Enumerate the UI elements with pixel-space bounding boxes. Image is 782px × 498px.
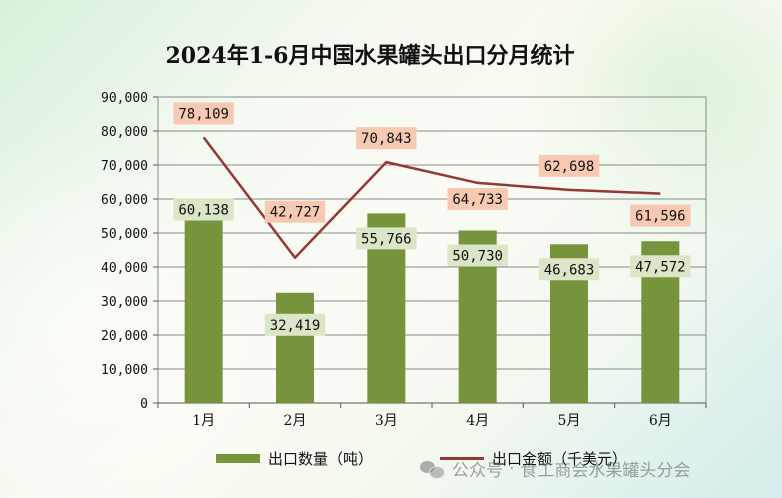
bar-data-label-bg	[173, 198, 234, 221]
plot-area	[157, 96, 707, 404]
line-data-label-bg	[356, 127, 417, 150]
line-data-label: 62,698	[544, 159, 595, 175]
legend-item-bar: 出口数量（吨）	[216, 448, 373, 469]
y-tick-label: 80,000	[101, 125, 148, 140]
line-data-label: 61,596	[635, 209, 686, 225]
watermark-separator: ·	[509, 458, 515, 479]
line-data-label: 42,727	[270, 205, 321, 221]
y-tick-label: 90,000	[101, 91, 148, 106]
x-tick-label: 4月	[466, 413, 489, 429]
line-series	[202, 136, 661, 259]
bar-data-label: 55,766	[361, 231, 412, 247]
bar-data-label: 50,730	[452, 249, 503, 265]
y-tick-label: 30,000	[101, 295, 148, 310]
bar-data-label-bg	[356, 227, 417, 250]
legend-item-line: 出口金额（千美元）	[440, 448, 627, 469]
y-tick-label: 0	[140, 397, 148, 412]
bar	[184, 198, 223, 403]
x-tick-label: 6月	[649, 413, 672, 429]
y-tick-label: 20,000	[101, 329, 148, 344]
line-data-label-bg	[173, 102, 234, 125]
legend-bar-swatch	[216, 454, 260, 463]
wechat-icon	[420, 459, 445, 479]
y-tick-label: 70,000	[101, 159, 148, 174]
y-tick-label: 40,000	[101, 261, 148, 276]
bar-data-label-bg	[264, 313, 326, 336]
bar-data-label: 47,572	[635, 259, 686, 275]
watermark-prefix: 公众号	[452, 461, 503, 481]
watermark-name: 食工商会水果罐头分会	[520, 461, 691, 481]
line-data-label: 70,843	[361, 131, 412, 147]
chart-title: 2024年1-6月中国水果罐头出口分月统计	[165, 43, 575, 69]
bar-data-label-bg	[630, 255, 691, 278]
y-tick-label: 60,000	[101, 193, 148, 208]
legend-bar-label: 出口数量（吨）	[268, 450, 374, 468]
bar	[276, 292, 314, 403]
line-data-label-bg	[538, 154, 600, 177]
legend-line-label: 出口金额（千美元）	[492, 450, 628, 468]
line-data-label-bg	[630, 204, 691, 227]
watermark: 公众号 · 食工商会水果罐头分会	[420, 456, 690, 481]
x-tick-label: 5月	[558, 413, 581, 429]
y-tick-label: 10,000	[101, 363, 148, 378]
chart-legend: 出口数量（吨） 出口金额（千美元）	[0, 448, 782, 470]
line-data-label-bg	[447, 187, 508, 210]
bar-data-label-bg	[538, 258, 600, 281]
x-tick-label: 2月	[284, 413, 307, 429]
x-tick-label: 3月	[375, 413, 398, 429]
line-data-label: 64,733	[452, 192, 503, 208]
bar-data-label: 60,138	[178, 203, 229, 219]
y-tick-label: 50,000	[101, 227, 148, 242]
line-data-label: 78,109	[178, 106, 229, 122]
line-data-label-bg	[264, 200, 326, 223]
bar-data-label-bg	[447, 244, 508, 267]
legend-line-swatch	[440, 457, 484, 460]
x-tick-label: 1月	[192, 413, 215, 429]
bar-data-label: 32,419	[270, 318, 321, 334]
bar-data-label: 46,683	[544, 262, 595, 278]
